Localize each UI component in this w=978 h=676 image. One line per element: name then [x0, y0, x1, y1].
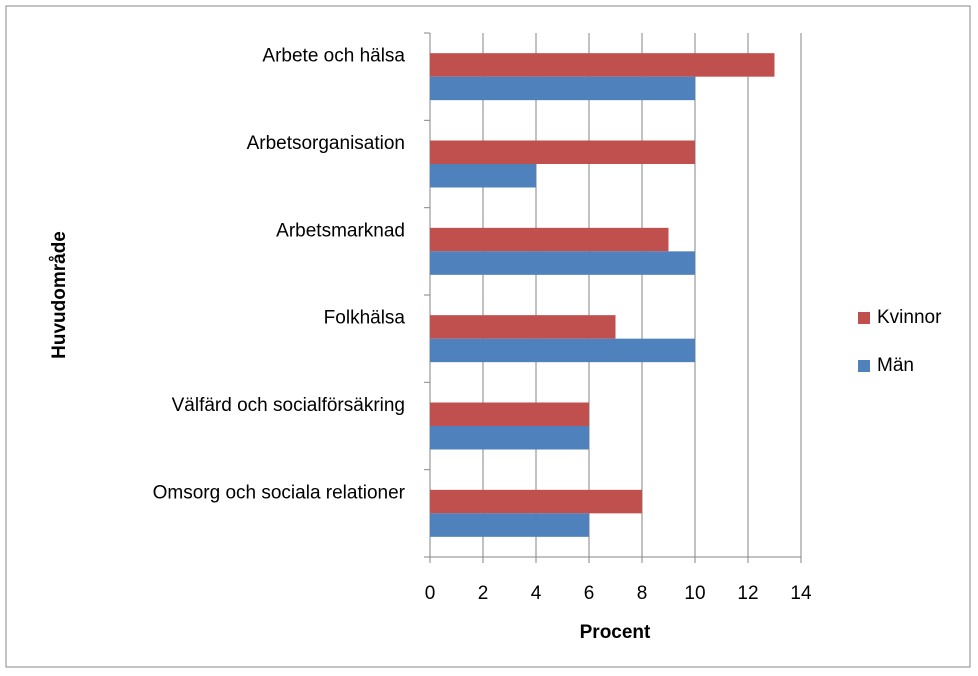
bar: [430, 251, 695, 275]
y-tick-label: Folkhälsa: [324, 308, 406, 329]
x-tick-label: 8: [637, 583, 648, 604]
x-axis-title: Procent: [580, 622, 651, 643]
y-tick-label: Arbete och hälsa: [262, 46, 405, 67]
bar: [430, 513, 589, 537]
bar: [430, 402, 589, 426]
bar: [430, 489, 642, 514]
legend-swatch: [858, 360, 870, 372]
legend-label: Kvinnor: [877, 307, 942, 328]
y-tick-label: Välfärd och socialförsäkring: [172, 395, 405, 416]
x-tick-label: 10: [684, 583, 705, 604]
x-tick-label: 14: [790, 583, 812, 604]
y-axis-title: Huvudområde: [49, 231, 70, 359]
y-tick-label: Omsorg och sociala relationer: [153, 482, 406, 503]
y-tick-label: Arbetsmarknad: [276, 220, 405, 241]
legend-swatch: [858, 312, 870, 324]
x-tick-label: 12: [737, 583, 758, 604]
legend-label: Män: [877, 355, 914, 376]
x-tick-label: 6: [584, 583, 595, 604]
bar: [430, 76, 695, 101]
bar: [430, 426, 589, 450]
y-tick-label: Arbetsorganisation: [247, 133, 405, 154]
bar: [430, 53, 775, 77]
bar: [430, 164, 536, 188]
bar: [430, 315, 616, 339]
x-tick-label: 2: [478, 583, 489, 604]
x-tick-label: 0: [425, 583, 436, 604]
bar: [430, 338, 695, 363]
bar: [430, 140, 695, 164]
bar: [430, 227, 669, 252]
x-tick-label: 4: [531, 583, 542, 604]
